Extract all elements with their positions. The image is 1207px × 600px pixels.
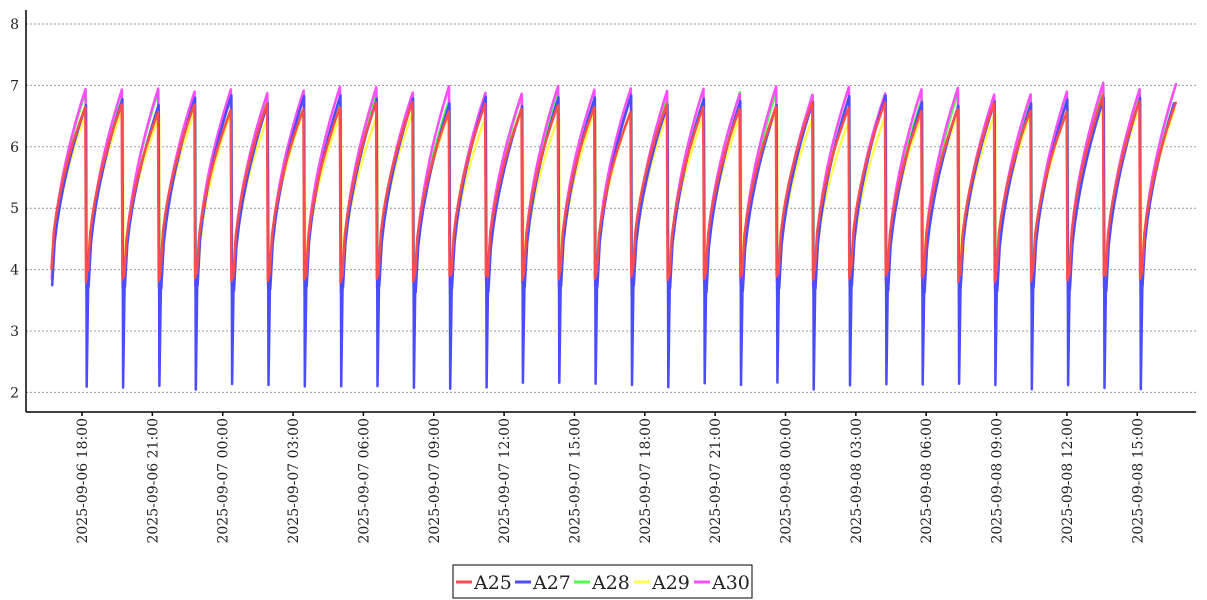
legend-label-a29: A29 xyxy=(651,572,690,594)
x-tick-label: 2025-09-08 09:00 xyxy=(990,418,1006,544)
x-tick-label: 2025-09-06 21:00 xyxy=(145,418,161,544)
x-tick-label: 2025-09-07 12:00 xyxy=(497,418,513,544)
y-tick-label: 6 xyxy=(10,140,19,156)
legend-label-a25: A25 xyxy=(473,572,512,594)
x-tick-labels: 2025-09-06 18:00 2025-09-06 21:00 2025-09-… xyxy=(75,412,1146,544)
x-tick-label: 2025-09-07 18:00 xyxy=(638,418,654,544)
y-tick-labels: 2 3 4 5 6 7 8 xyxy=(10,17,19,401)
axes xyxy=(25,10,1196,413)
x-tick-label: 2025-09-07 15:00 xyxy=(567,418,583,544)
x-tick-label: 2025-09-06 18:00 xyxy=(75,418,91,544)
grid-lines xyxy=(26,23,1196,393)
legend-label-a27: A27 xyxy=(532,572,571,594)
series-lines xyxy=(50,81,1178,391)
y-tick-label: 3 xyxy=(10,324,19,340)
series-line-a25 xyxy=(50,93,1177,284)
x-tick-label: 2025-09-08 12:00 xyxy=(1060,418,1076,544)
x-tick-label: 2025-09-07 06:00 xyxy=(356,418,372,544)
y-tick-label: 7 xyxy=(10,78,19,94)
x-tick-label: 2025-09-07 09:00 xyxy=(427,418,443,544)
legend: A25 A27 A28 A29 A30 xyxy=(452,564,753,599)
legend-label-a30: A30 xyxy=(711,572,750,594)
legend-label-a28: A28 xyxy=(591,572,630,594)
x-tick-label: 2025-09-07 21:00 xyxy=(708,418,724,544)
x-tick-label: 2025-09-08 06:00 xyxy=(919,418,935,544)
y-tick-label: 8 xyxy=(10,17,19,33)
x-tick-label: 2025-09-07 03:00 xyxy=(286,418,302,544)
y-tick-label: 5 xyxy=(10,201,19,217)
x-tick-label: 2025-09-08 15:00 xyxy=(1130,418,1146,544)
y-tick-label: 2 xyxy=(10,385,19,401)
x-tick-label: 2025-09-08 03:00 xyxy=(849,418,865,544)
x-tick-label: 2025-09-07 00:00 xyxy=(216,418,232,544)
x-tick-label: 2025-09-08 00:00 xyxy=(779,418,795,544)
y-tick-label: 4 xyxy=(10,263,19,279)
legend-box xyxy=(452,564,753,599)
